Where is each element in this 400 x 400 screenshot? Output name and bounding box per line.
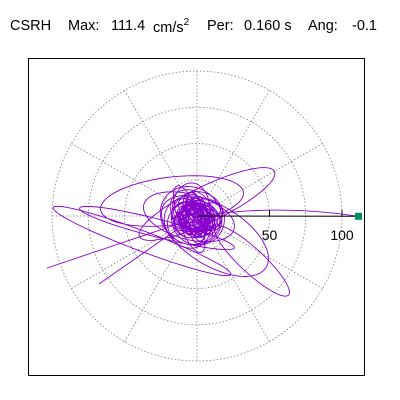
grid-spoke-120: [124, 90, 198, 217]
station-label: CSRH: [10, 18, 52, 34]
max-label: Max:: [68, 18, 100, 34]
max-value: 111.4: [111, 18, 146, 34]
radial-tick-label-50: 50: [262, 227, 278, 243]
angle-label: Ang:: [308, 18, 338, 34]
max-unit-exponent: 2: [183, 17, 190, 28]
orbit-trace: [46, 167, 359, 297]
radial-tick-label-100: 100: [330, 227, 354, 243]
angle-value: -0.1: [352, 18, 377, 34]
max-marker: [355, 212, 363, 220]
period-label: Per:: [207, 18, 234, 34]
period-value: 0.160 s: [244, 18, 292, 34]
radial-axis: [196, 210, 359, 217]
radial-tick-labels: 50 100: [262, 227, 354, 243]
max-unit-base: cm/s: [153, 19, 184, 36]
chart-title: CSRH Max: 111.4 cm/s2 Per: 0.160 s Ang: …: [0, 0, 400, 50]
orbit-path: [46, 167, 359, 297]
max-unit: cm/s2: [153, 17, 190, 36]
max-marker-group: [355, 212, 363, 220]
